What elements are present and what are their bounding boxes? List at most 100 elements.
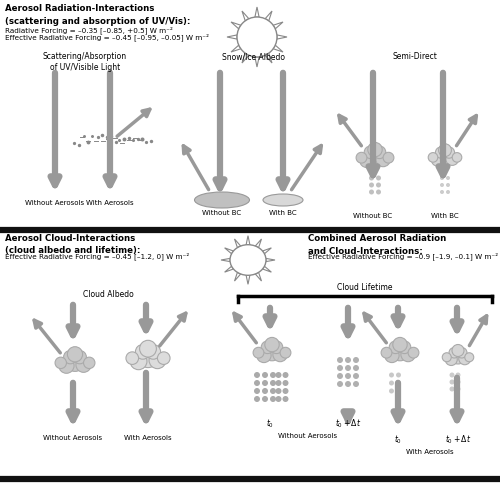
- Circle shape: [450, 387, 454, 392]
- Circle shape: [401, 348, 415, 362]
- Circle shape: [270, 396, 276, 402]
- Circle shape: [253, 348, 264, 358]
- Circle shape: [337, 365, 343, 371]
- Polygon shape: [234, 239, 240, 248]
- Circle shape: [68, 347, 82, 362]
- Circle shape: [254, 380, 260, 386]
- Text: $t_0$: $t_0$: [394, 434, 402, 447]
- Circle shape: [276, 372, 281, 378]
- Polygon shape: [277, 35, 287, 39]
- Circle shape: [345, 365, 351, 371]
- Circle shape: [262, 380, 268, 386]
- Circle shape: [345, 373, 351, 379]
- Circle shape: [364, 146, 377, 159]
- Circle shape: [254, 372, 260, 378]
- Circle shape: [444, 147, 454, 158]
- Circle shape: [282, 388, 288, 394]
- Circle shape: [337, 357, 343, 363]
- Text: Cloud Lifetime: Cloud Lifetime: [337, 283, 393, 292]
- Ellipse shape: [263, 194, 303, 206]
- Circle shape: [396, 380, 401, 385]
- Circle shape: [356, 152, 367, 163]
- Circle shape: [353, 381, 359, 387]
- Circle shape: [376, 190, 381, 195]
- Circle shape: [376, 182, 381, 187]
- Circle shape: [428, 152, 438, 162]
- Text: Without Aerosols: Without Aerosols: [44, 435, 102, 441]
- Circle shape: [140, 340, 156, 357]
- Circle shape: [389, 373, 394, 378]
- Polygon shape: [242, 11, 249, 21]
- Circle shape: [262, 396, 268, 402]
- Text: Radiative Forcing = –0.35 [–0.85, +0.5] W m⁻²: Radiative Forcing = –0.35 [–0.85, +0.5] …: [5, 26, 173, 34]
- Circle shape: [391, 343, 409, 361]
- Circle shape: [84, 357, 95, 368]
- Text: Effective Radiative Forcing = –0.45 [–0.95, –0.05] W m⁻²: Effective Radiative Forcing = –0.45 [–0.…: [5, 33, 209, 41]
- Circle shape: [446, 353, 457, 365]
- Circle shape: [465, 353, 474, 362]
- Text: Effective Radiative Forcing = –0.45 [–1.2, 0] W m⁻²: Effective Radiative Forcing = –0.45 [–1.…: [5, 252, 189, 260]
- Circle shape: [282, 380, 288, 386]
- Text: With Aerosols: With Aerosols: [86, 200, 134, 206]
- Circle shape: [368, 142, 382, 157]
- Polygon shape: [255, 57, 259, 67]
- Circle shape: [459, 353, 471, 365]
- Text: Cloud Albedo: Cloud Albedo: [82, 290, 134, 299]
- Circle shape: [440, 176, 444, 180]
- Polygon shape: [273, 22, 283, 29]
- Text: Scattering/Absorption
of UV/Visible Light: Scattering/Absorption of UV/Visible Ligh…: [43, 52, 127, 72]
- Circle shape: [437, 149, 453, 165]
- Polygon shape: [224, 266, 234, 272]
- Text: Without Aerosols: Without Aerosols: [278, 433, 338, 439]
- Circle shape: [265, 337, 279, 352]
- Polygon shape: [255, 7, 259, 17]
- Text: Without BC: Without BC: [354, 213, 393, 219]
- Circle shape: [456, 348, 467, 358]
- Circle shape: [337, 381, 343, 387]
- Circle shape: [450, 373, 454, 378]
- Text: $t_0 + \Delta t$: $t_0 + \Delta t$: [445, 434, 471, 447]
- Polygon shape: [242, 53, 249, 63]
- Text: Aerosol Cloud-Interactions
(cloud albedo and lifetime):: Aerosol Cloud-Interactions (cloud albedo…: [5, 234, 140, 256]
- Circle shape: [64, 350, 77, 364]
- Circle shape: [456, 379, 460, 384]
- Circle shape: [369, 190, 374, 195]
- Circle shape: [452, 152, 462, 162]
- Circle shape: [446, 176, 450, 180]
- Circle shape: [393, 337, 407, 352]
- Circle shape: [146, 345, 160, 359]
- Circle shape: [262, 372, 268, 378]
- Polygon shape: [221, 258, 230, 261]
- Circle shape: [442, 353, 451, 362]
- Text: With BC: With BC: [431, 213, 459, 219]
- Circle shape: [263, 343, 281, 361]
- Circle shape: [262, 388, 268, 394]
- Circle shape: [432, 153, 444, 166]
- Circle shape: [446, 152, 458, 166]
- Ellipse shape: [194, 192, 250, 208]
- Circle shape: [366, 148, 384, 166]
- Circle shape: [138, 347, 158, 368]
- Circle shape: [270, 380, 276, 386]
- Circle shape: [369, 182, 374, 187]
- Circle shape: [254, 388, 260, 394]
- Polygon shape: [227, 35, 237, 39]
- Circle shape: [353, 365, 359, 371]
- Circle shape: [376, 176, 381, 181]
- Circle shape: [452, 345, 464, 357]
- Circle shape: [408, 348, 419, 358]
- Text: With Aerosols: With Aerosols: [406, 449, 454, 455]
- Circle shape: [450, 379, 454, 384]
- Circle shape: [450, 349, 466, 364]
- Circle shape: [440, 190, 444, 194]
- Circle shape: [254, 396, 260, 402]
- Circle shape: [360, 153, 374, 167]
- Circle shape: [237, 17, 277, 57]
- Polygon shape: [262, 266, 272, 272]
- Circle shape: [158, 352, 170, 364]
- Circle shape: [373, 146, 386, 159]
- Circle shape: [59, 358, 74, 373]
- Circle shape: [353, 373, 359, 379]
- Ellipse shape: [230, 245, 266, 275]
- Circle shape: [256, 348, 271, 363]
